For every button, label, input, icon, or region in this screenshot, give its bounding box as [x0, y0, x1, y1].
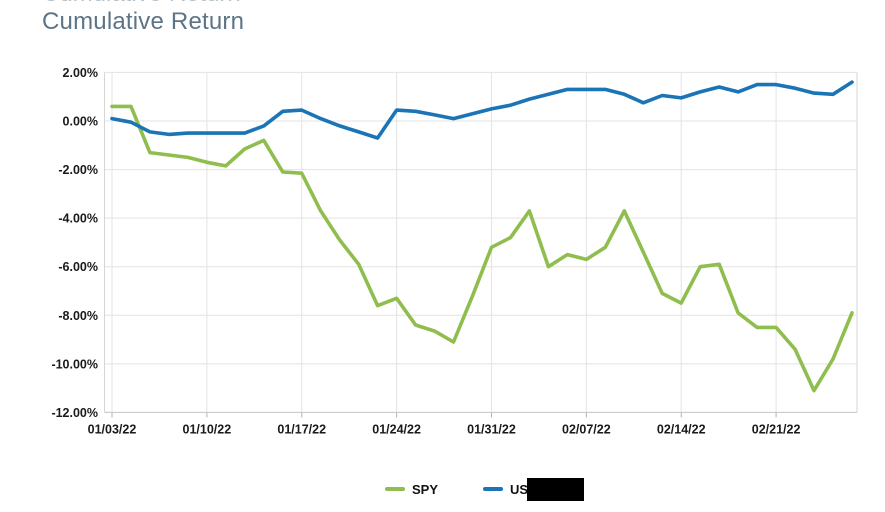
- legend-label-benchmark: US: [510, 481, 529, 497]
- spy-line-swatch: [385, 486, 405, 492]
- x-tick-label: 02/07/22: [562, 422, 611, 436]
- y-tick-label: -12.00%: [51, 406, 98, 420]
- page-title: Cumulative Return: [42, 8, 245, 35]
- y-tick-label: -2.00%: [58, 163, 98, 177]
- y-tick-label: -6.00%: [58, 260, 98, 274]
- benchmark-line-swatch: [483, 486, 503, 492]
- y-tick-label: -4.00%: [58, 212, 98, 226]
- x-tick-label: 01/10/22: [183, 422, 232, 436]
- x-tick-label: 02/21/22: [752, 422, 801, 436]
- y-tick-label: 2.00%: [63, 66, 98, 80]
- x-tick-label: 01/31/22: [467, 422, 516, 436]
- y-tick-label: 0.00%: [63, 115, 98, 129]
- legend-item-benchmark[interactable]: US: [483, 477, 585, 501]
- redaction-box: [527, 477, 585, 501]
- legend-item-spy[interactable]: SPY: [385, 477, 438, 501]
- series-line-1: [110, 80, 854, 140]
- legend-label-spy: SPY: [412, 481, 439, 497]
- x-tick-label: 02/14/22: [657, 422, 706, 436]
- x-tick-label: 01/17/22: [277, 422, 326, 436]
- y-tick-label: -8.00%: [58, 309, 98, 323]
- y-tick-label: -10.00%: [51, 357, 98, 371]
- x-tick-label: 01/24/22: [372, 422, 421, 436]
- chart-legend: SPY US: [0, 477, 885, 503]
- series-line-0: [110, 104, 854, 393]
- x-tick-label: 01/03/22: [88, 422, 137, 436]
